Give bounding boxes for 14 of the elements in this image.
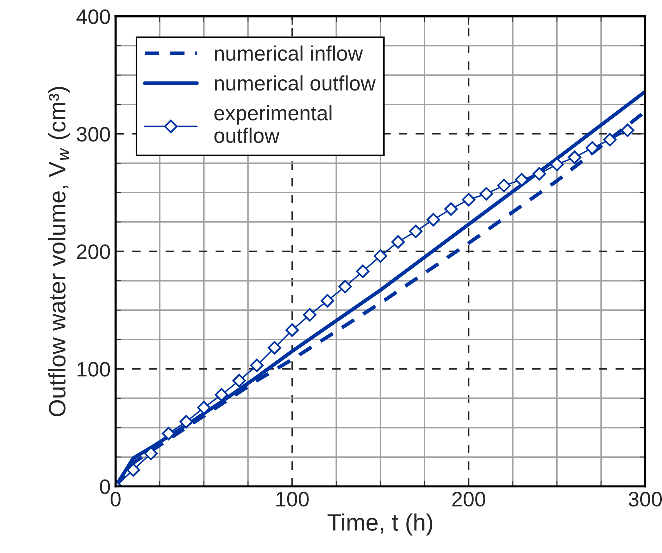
y-axis-title: Outflow water volume, V$_{w}$ (cm³) [48,87,70,416]
y-tick-label: 0 [100,480,110,494]
y-tick-label: 200 [77,244,110,260]
y-tick-label: 300 [77,127,110,142]
x-tick-label: 300 [628,492,662,507]
legend-label: numerical outflow [215,76,376,91]
y-tick-label: 100 [78,362,110,377]
legend-label: numerical inflow [215,46,364,62]
y-tick-label: 400 [76,10,110,24]
x-tick-label: 100 [276,492,309,507]
legend-label: experimental outflow [214,105,332,144]
x-tick-label: 0 [110,492,121,507]
x-tick-label: 200 [452,492,486,507]
x-axis-title: Time, t (h) [328,514,433,536]
